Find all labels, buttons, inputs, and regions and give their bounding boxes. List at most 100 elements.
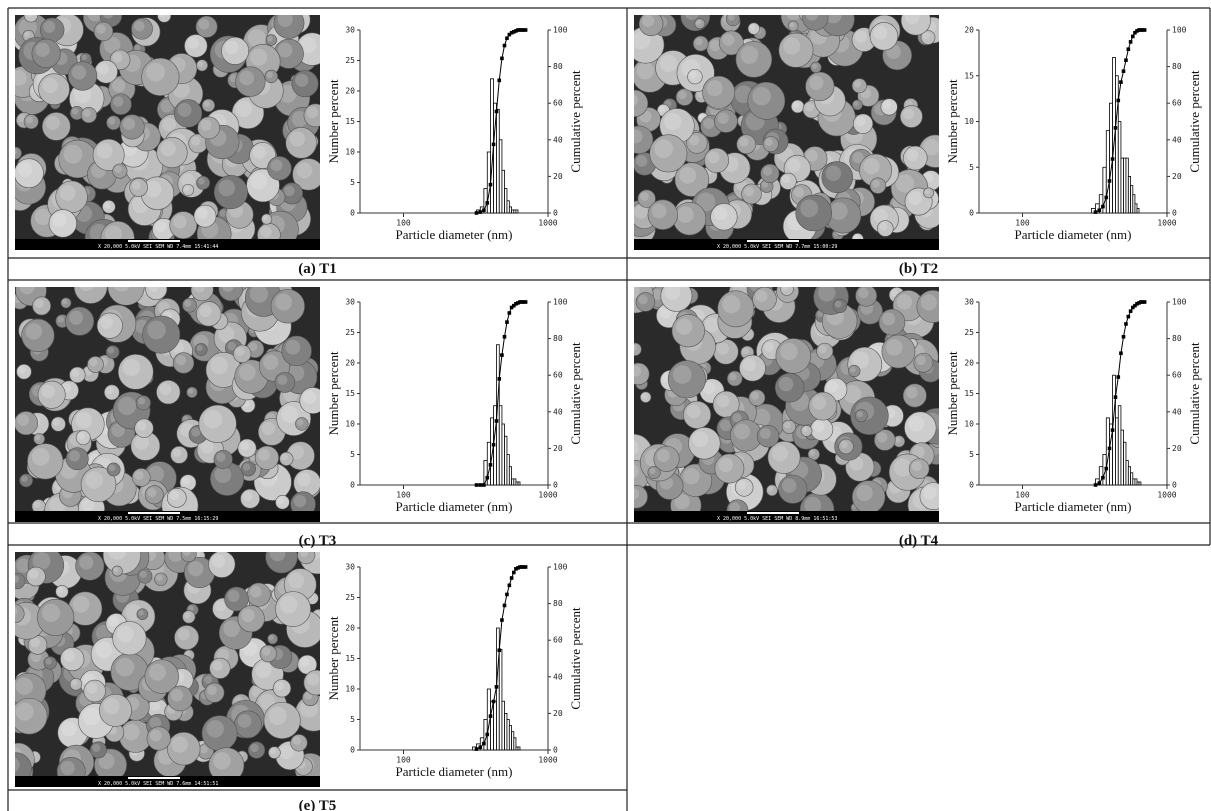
particle	[869, 22, 899, 51]
particle-highlight	[218, 179, 236, 197]
cumulative-marker	[482, 208, 486, 213]
x-tick-label: 1000	[1157, 491, 1176, 500]
particle-highlight	[30, 637, 40, 648]
particle	[237, 605, 265, 633]
bar	[493, 700, 497, 751]
particle-highlight	[112, 79, 126, 93]
sem-image	[634, 15, 939, 239]
particle	[224, 586, 249, 612]
particle-highlight	[263, 354, 279, 371]
particle-highlight	[678, 90, 687, 100]
x-axis-label: Particle diameter (nm)	[1015, 499, 1132, 514]
y2-tick-label: 80	[553, 62, 563, 71]
cumulative-marker	[482, 483, 486, 487]
particle-highlight	[170, 689, 184, 702]
cumulative-marker	[494, 109, 499, 114]
particle-highlight	[279, 744, 294, 760]
cumulative-marker	[505, 592, 509, 597]
cumulative-marker	[1128, 40, 1133, 44]
particle	[703, 147, 729, 173]
particle-highlight	[740, 45, 759, 64]
particle	[73, 287, 108, 304]
particle-highlight	[79, 555, 94, 570]
particle	[273, 15, 305, 39]
bar	[1115, 75, 1119, 214]
particle-highlight	[642, 15, 655, 27]
cumulative-marker	[488, 182, 493, 187]
sem-image	[15, 552, 320, 776]
particle-highlight	[303, 390, 317, 404]
particle	[802, 15, 829, 31]
particle-highlight	[780, 342, 798, 361]
particle-highlight	[113, 287, 130, 292]
particle	[15, 697, 48, 735]
particle-highlight	[729, 502, 741, 511]
panel-caption: (a) T1	[298, 261, 336, 277]
bar	[498, 139, 503, 214]
particle-highlight	[137, 397, 146, 405]
particle-highlight	[123, 724, 140, 741]
particle	[156, 136, 188, 169]
particle	[778, 474, 808, 504]
particle-highlight	[716, 342, 729, 355]
particle	[881, 334, 916, 369]
particle	[80, 466, 117, 503]
particle-highlight	[912, 445, 925, 459]
particle-highlight	[219, 209, 227, 217]
particle-highlight	[19, 287, 35, 295]
particle-highlight	[634, 439, 639, 456]
particle-highlight	[15, 757, 20, 772]
particle-highlight	[916, 355, 926, 366]
particle-highlight	[43, 20, 56, 33]
y-tick-label: 20	[964, 26, 974, 35]
particle-highlight	[200, 119, 212, 131]
particle-highlight	[755, 290, 768, 303]
particle-highlight	[182, 552, 191, 557]
bar	[496, 108, 500, 214]
particle-highlight	[802, 426, 808, 433]
cumulative-marker	[509, 305, 514, 310]
particle	[916, 290, 939, 323]
particle-highlight	[236, 100, 252, 117]
particle	[285, 127, 317, 159]
particle-highlight	[33, 501, 41, 509]
particle-highlight	[199, 304, 212, 317]
particle	[69, 678, 83, 691]
particle-highlight	[41, 603, 61, 623]
particle-highlight	[277, 374, 288, 385]
particle	[201, 98, 216, 112]
particle	[671, 314, 705, 348]
y-tick-label: 0	[969, 209, 974, 218]
cumulative-marker	[507, 32, 512, 37]
particle-highlight	[255, 662, 272, 679]
particle	[15, 573, 26, 590]
particle-highlight	[203, 675, 213, 684]
cumulative-marker	[485, 475, 490, 480]
particle-highlight	[71, 369, 80, 377]
y-tick-label: 10	[345, 420, 355, 429]
y2-tick-label: 20	[553, 709, 563, 718]
particle	[741, 183, 762, 205]
particle-highlight	[764, 342, 775, 353]
cumulative-marker	[478, 483, 483, 487]
particle	[180, 552, 197, 563]
particle-highlight	[122, 117, 136, 130]
particle	[816, 342, 834, 360]
x-axis-label: Particle diameter (nm)	[1015, 227, 1132, 242]
particle-highlight	[261, 421, 276, 436]
particle-highlight	[873, 208, 888, 223]
y-tick-label: 0	[350, 746, 355, 755]
particle	[795, 194, 832, 232]
cumulative-marker	[1142, 28, 1147, 32]
particle	[107, 287, 145, 306]
y-tick-label: 10	[345, 685, 355, 694]
particle	[213, 175, 248, 210]
particle	[196, 301, 222, 327]
particle-highlight	[34, 299, 44, 309]
cumulative-marker	[1110, 157, 1115, 161]
particle	[775, 338, 812, 374]
particle	[899, 105, 923, 128]
bar	[515, 209, 519, 214]
y2-tick-label: 80	[553, 599, 563, 608]
particle	[303, 669, 320, 696]
